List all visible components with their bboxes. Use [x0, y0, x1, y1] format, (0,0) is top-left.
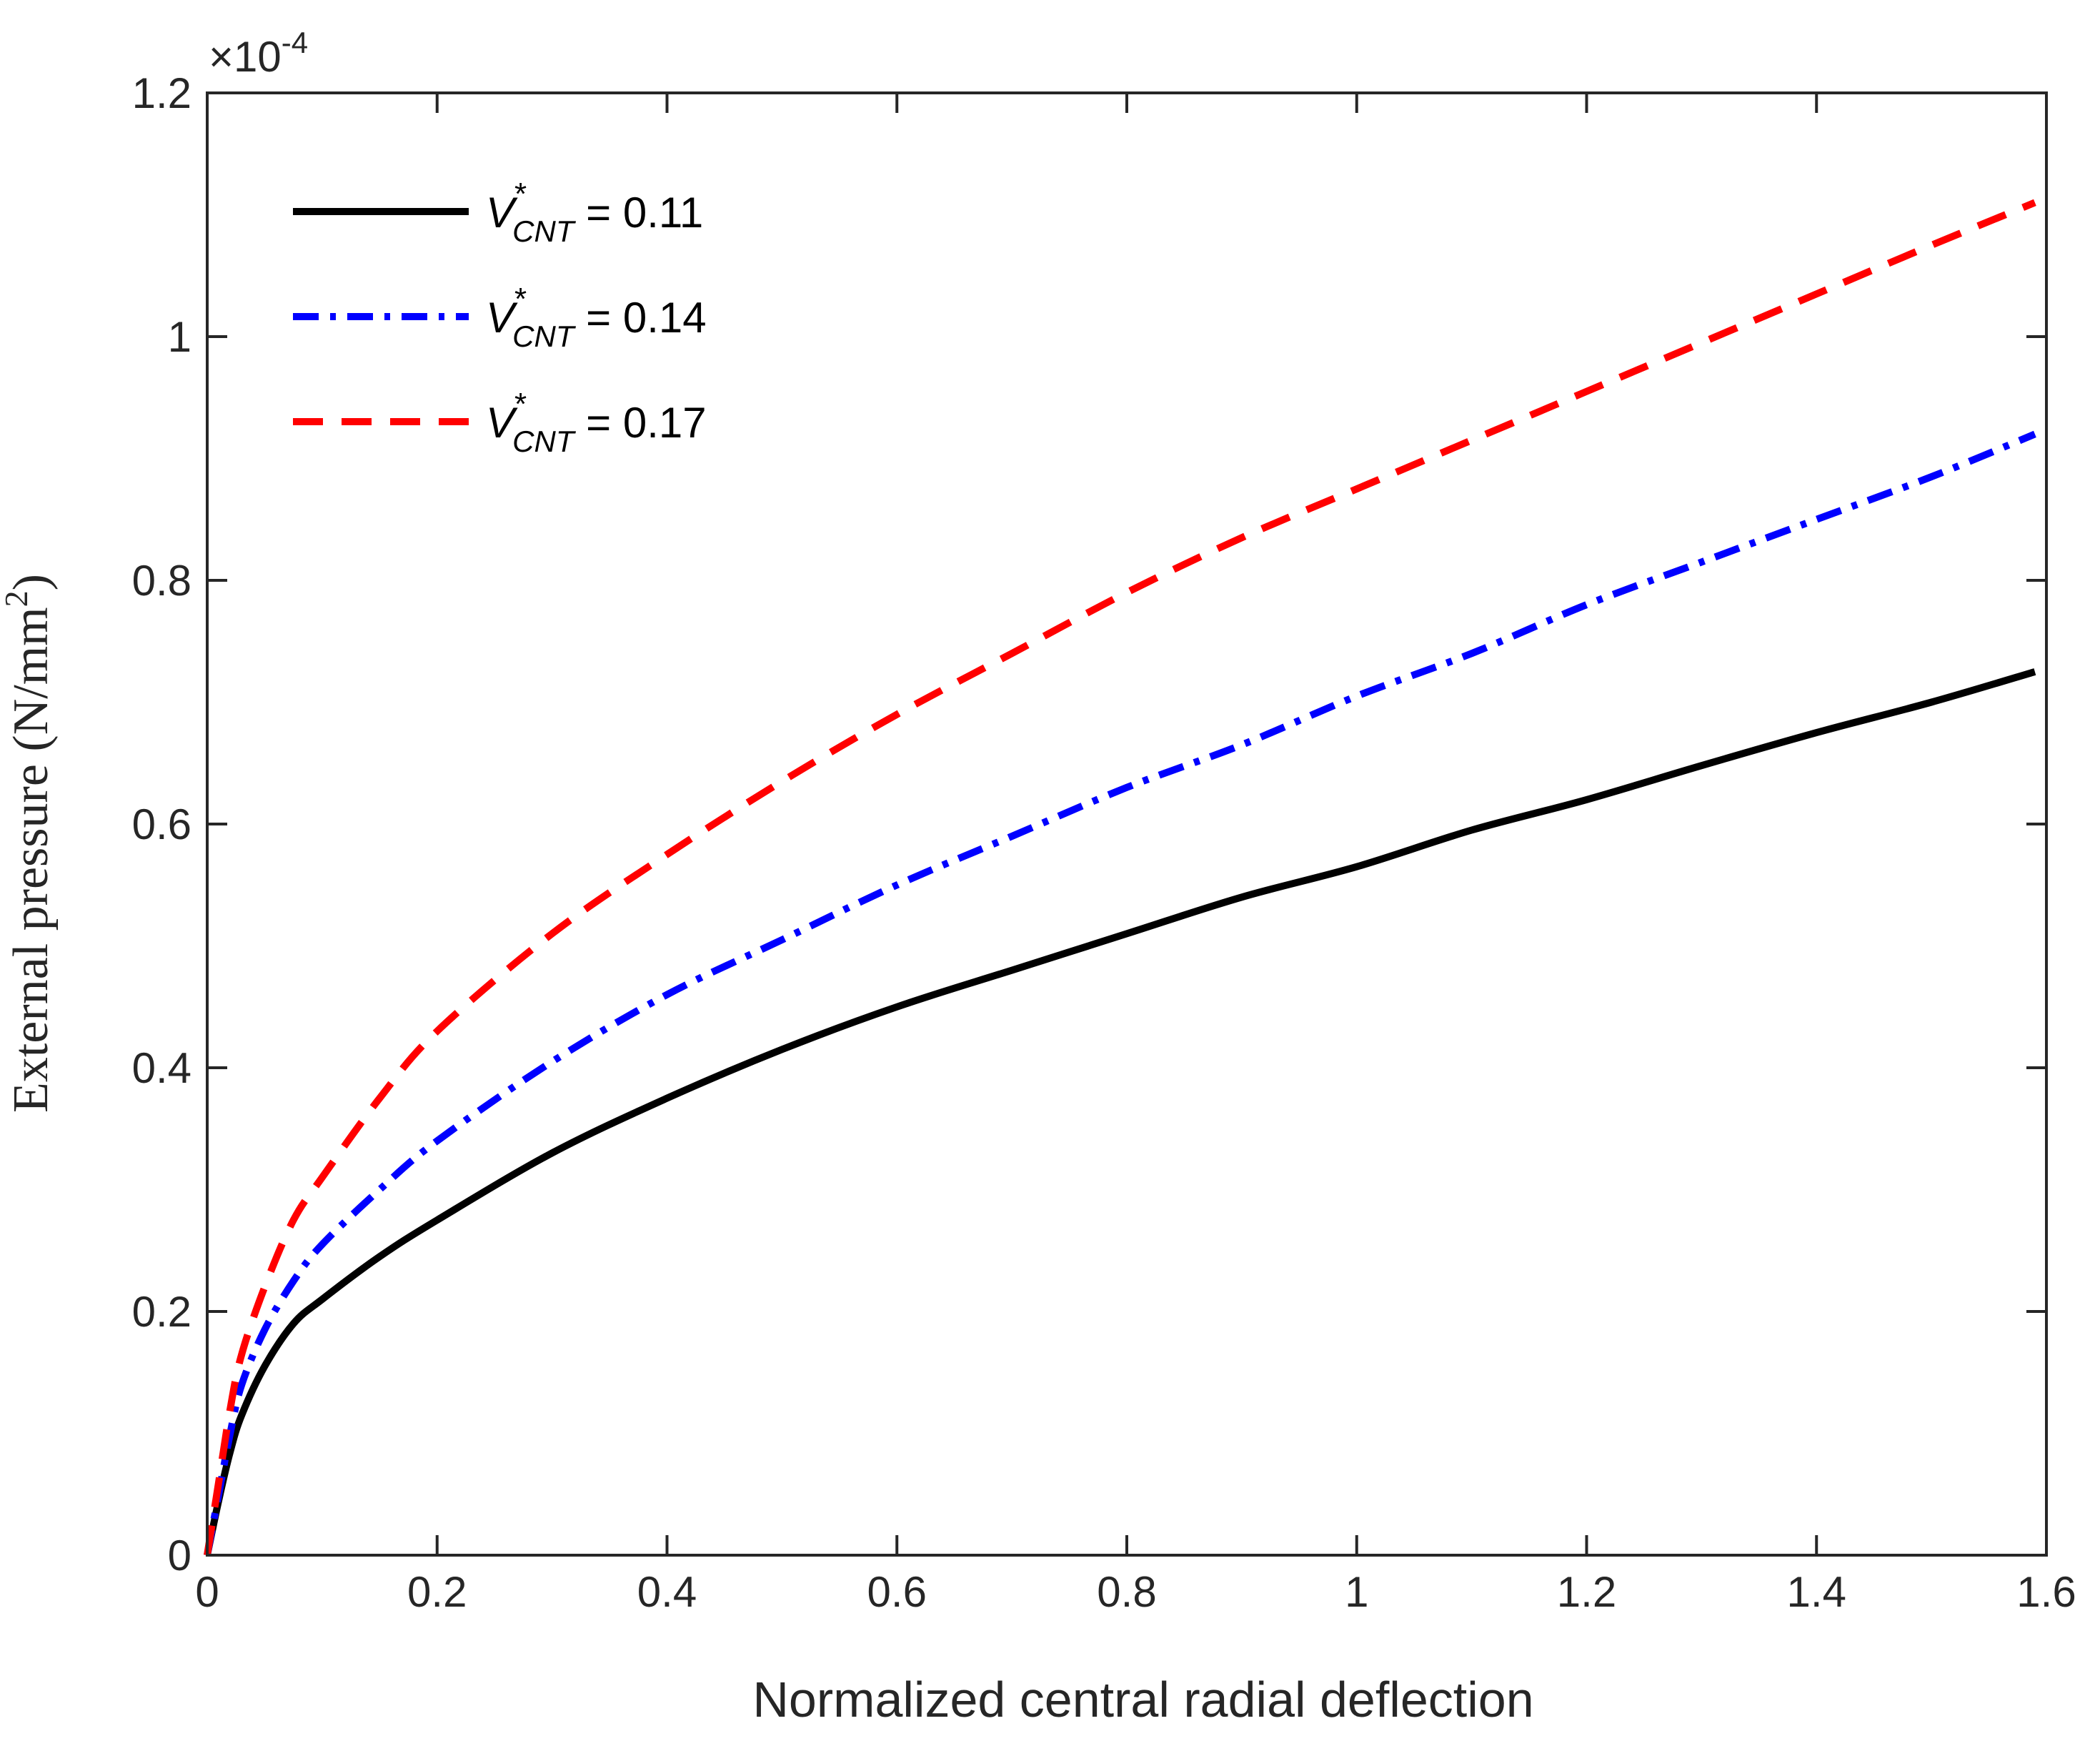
legend-star: * [514, 387, 527, 422]
y-axis-label: External pressure (N/mm2) [0, 574, 59, 1113]
x-tick-label: 0.4 [637, 1568, 697, 1616]
legend-value: = 0.14 [574, 294, 706, 342]
x-tick-label: 1.6 [2016, 1568, 2076, 1616]
x-tick-label: 0.2 [407, 1568, 467, 1616]
legend-star: * [514, 282, 527, 317]
x-tick-label: 1.4 [1787, 1568, 1846, 1616]
series-line-0 [204, 668, 2036, 1557]
x-axis-label: Normalized central radial deflection [752, 1672, 1533, 1727]
y-exponent-base: ×10 [209, 33, 282, 81]
legend-star: * [514, 177, 527, 212]
x-tick-label: 1.2 [1557, 1568, 1616, 1616]
legend-var: V [486, 399, 518, 447]
legend-value: = 0.17 [574, 399, 706, 447]
legend-sub: CNT [512, 214, 577, 248]
legend: V* CNT = 0.11 V* CNT = 0.14 V* CNT = 0.17 [293, 177, 707, 458]
legend-label-1: V* CNT = 0.14 [486, 282, 707, 353]
x-tick-label: 0 [195, 1568, 219, 1616]
legend-entry-0: V* CNT = 0.11 [293, 177, 703, 248]
legend-label-2: V* CNT = 0.17 [486, 387, 707, 458]
y-tick-label: 0.8 [132, 557, 191, 605]
x-tick-label: 0.6 [867, 1568, 927, 1616]
y-axis-label-close: ) [4, 574, 59, 590]
series-line-1 [204, 430, 2036, 1556]
x-tick-labels: 0 0.2 0.4 0.6 0.8 1 1.2 1.4 1.6 [195, 1568, 2076, 1616]
legend-var: V [486, 189, 518, 237]
legend-entry-2: V* CNT = 0.17 [293, 387, 707, 458]
legend-sub: CNT [512, 319, 577, 353]
legend-label-0: V* CNT = 0.11 [486, 177, 703, 248]
y-tick-label: 0.6 [132, 800, 191, 848]
y-axis-label-main: External pressure (N/mm [4, 607, 59, 1113]
y-exponent-power: -4 [282, 26, 308, 59]
x-tick-label: 0.8 [1097, 1568, 1156, 1616]
series-layer [204, 199, 2036, 1557]
legend-value: = 0.11 [574, 189, 703, 237]
y-tick-labels: 0 0.2 0.4 0.6 0.8 1 1.2 [132, 69, 191, 1579]
tick-layer [206, 91, 2048, 1557]
legend-var: V [486, 294, 518, 342]
y-tick-label: 1.2 [132, 69, 191, 117]
x-tick-label: 1 [1345, 1568, 1368, 1616]
y-axis-label-superscript: 2 [0, 590, 34, 607]
y-tick-label: 0 [168, 1532, 191, 1579]
y-tick-label: 1 [168, 313, 191, 361]
legend-sub: CNT [512, 425, 577, 458]
series-line-2 [204, 199, 2036, 1556]
y-axis-exponent: ×10-4 [209, 26, 308, 81]
y-tick-label: 0.4 [132, 1044, 191, 1092]
y-tick-label: 0.2 [132, 1288, 191, 1336]
legend-entry-1: V* CNT = 0.14 [293, 282, 707, 353]
